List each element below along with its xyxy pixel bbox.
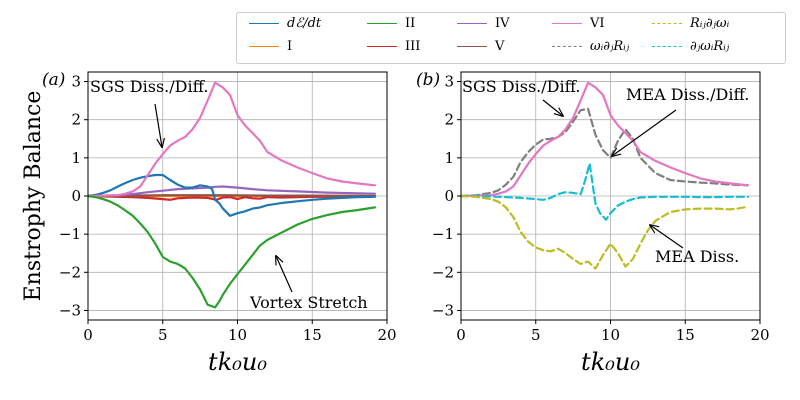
legend-item: V xyxy=(457,39,504,54)
y-tick-label: −3 xyxy=(59,301,81,319)
y-tick-label: −2 xyxy=(59,263,81,281)
legend-item: ∂ⱼωᵢRᵢⱼ xyxy=(652,39,729,54)
legend-label: I xyxy=(287,39,293,54)
y-tick-label: −1 xyxy=(432,225,454,243)
legend-item: III xyxy=(367,39,420,54)
x-tick-label: 20 xyxy=(750,326,769,344)
legend-swatch xyxy=(552,23,582,24)
y-tick-label: 2 xyxy=(71,111,81,129)
legend-swatch xyxy=(367,23,397,24)
series-line xyxy=(461,81,750,198)
legend-label: V xyxy=(495,39,505,54)
y-tick-label: 1 xyxy=(444,149,454,167)
x-tick-label: 20 xyxy=(377,326,396,344)
legend-swatch xyxy=(367,46,397,47)
legend: dℰ/dt I II III IV V VI ωᵢ∂ⱼRᵢⱼ Rᵢⱼ∂ⱼωᵢ ∂ⱼωᵢRᵢⱼ xyxy=(236,12,786,64)
y-tick-label: 0 xyxy=(71,187,81,205)
legend-swatch xyxy=(249,46,279,47)
legend-swatch xyxy=(249,23,279,24)
x-tick-label: 15 xyxy=(303,326,322,344)
series-line xyxy=(88,194,377,198)
series-line xyxy=(88,194,377,309)
legend-swatch xyxy=(652,23,682,24)
annotation-arrow xyxy=(154,103,162,147)
legend-label: IV xyxy=(495,16,510,31)
x-axis-label: tk₀u₀ xyxy=(581,348,640,376)
legend-label: ∂ⱼωᵢRᵢⱼ xyxy=(690,39,730,54)
legend-item: dℰ/dt xyxy=(249,16,321,31)
y-tick-label: 0 xyxy=(444,187,454,205)
x-tick-label: 15 xyxy=(676,326,695,344)
series-line xyxy=(88,173,377,217)
legend-item: Rᵢⱼ∂ⱼωᵢ xyxy=(652,16,729,31)
legend-swatch xyxy=(652,46,682,47)
legend-label: III xyxy=(405,39,421,54)
legend-item: VI xyxy=(552,16,605,31)
y-tick-label: 3 xyxy=(71,73,81,91)
x-tick-label: 5 xyxy=(158,326,168,344)
legend-swatch xyxy=(552,46,582,47)
legend-item: ωᵢ∂ⱼRᵢⱼ xyxy=(552,39,629,54)
series-line xyxy=(461,194,750,270)
panel-label: (a) xyxy=(42,70,65,90)
y-tick-label: −1 xyxy=(59,225,81,243)
x-tick-label: 10 xyxy=(601,326,620,344)
legend-label: dℰ/dt xyxy=(287,16,322,31)
x-tick-label: 10 xyxy=(228,326,247,344)
x-tick-label: 5 xyxy=(531,326,541,344)
annotation-arrow xyxy=(542,99,563,116)
x-axis-label: tk₀u₀ xyxy=(208,348,267,376)
y-tick-label: 1 xyxy=(71,149,81,167)
series-line xyxy=(88,81,377,198)
panel-b: 0 5 10 15 20 −3 −2 −1 0 1 2 3 tk₀u₀ (b) SGS Diss./Diff… xyxy=(416,70,770,376)
legend-swatch xyxy=(457,23,487,24)
legend-label: Rᵢⱼ∂ⱼωᵢ xyxy=(690,16,730,31)
annotation-arrow xyxy=(612,109,677,156)
legend-label: VI xyxy=(590,16,605,31)
legend-item: IV xyxy=(457,16,510,31)
series-line xyxy=(461,162,750,221)
annotation-text: MEA Diss./Diff. xyxy=(626,85,749,104)
y-tick-label: −3 xyxy=(432,301,454,319)
annotation-text: SGS Diss./Diff. xyxy=(90,77,208,96)
y-axis-label: Enstrophy Balance xyxy=(21,91,46,302)
series-line xyxy=(461,107,750,198)
panel-a: 0 5 10 15 20 −3 −2 −1 0 1 2 3 tk₀u₀ (a) SGS Diss./Diff… xyxy=(42,70,397,376)
x-tick-label: 0 xyxy=(456,326,466,344)
legend-swatch xyxy=(457,46,487,47)
annotation-arrow xyxy=(650,225,684,249)
legend-label: II xyxy=(405,16,416,31)
annotation-arrow xyxy=(276,256,293,293)
y-tick-label: 2 xyxy=(444,111,454,129)
y-tick-label: −2 xyxy=(432,263,454,281)
x-tick-label: 0 xyxy=(83,326,93,344)
y-tick-label: 3 xyxy=(444,73,454,91)
annotation-text: MEA Diss. xyxy=(655,247,739,266)
legend-item: II xyxy=(367,16,415,31)
legend-item: I xyxy=(249,39,292,54)
legend-label: ωᵢ∂ⱼRᵢⱼ xyxy=(590,39,630,54)
annotation-text: Vortex Stretch xyxy=(249,293,368,312)
series-line xyxy=(88,185,377,198)
series-line xyxy=(88,194,377,201)
annotation-text: SGS Diss./Diff. xyxy=(462,77,580,96)
panel-label: (b) xyxy=(416,70,440,90)
